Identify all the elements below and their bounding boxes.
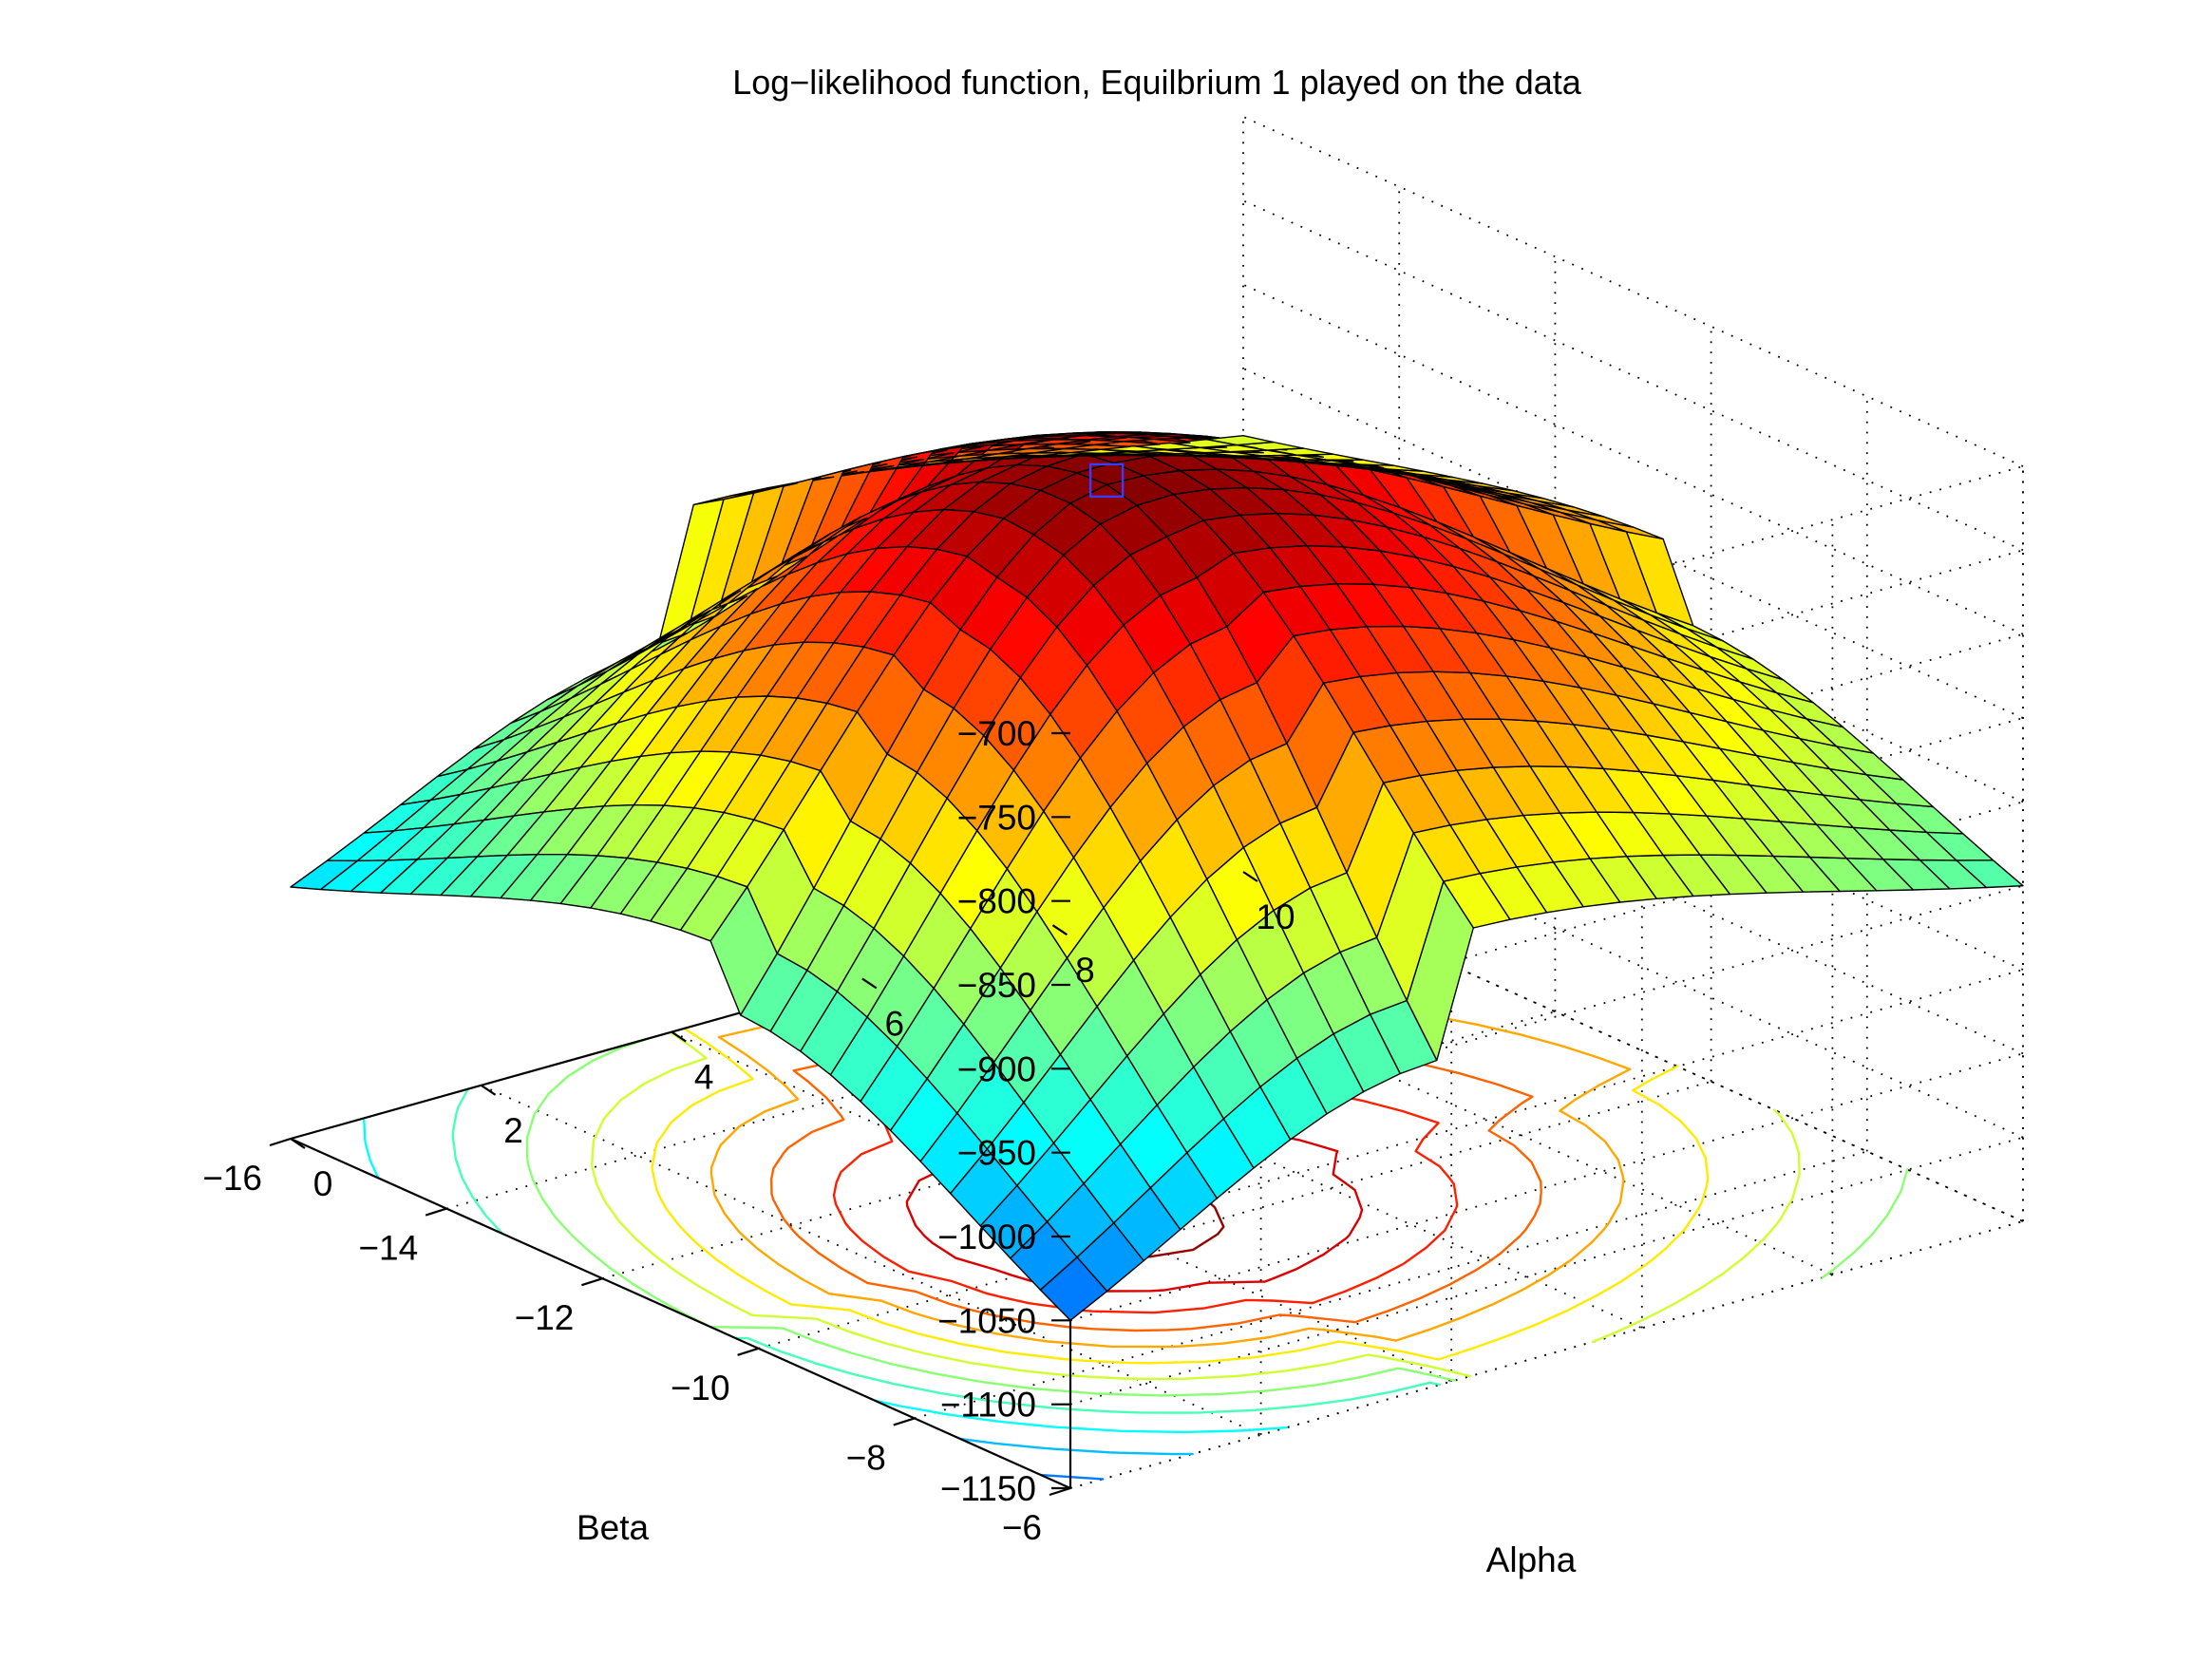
- y-tick-mark: [1049, 1486, 1071, 1497]
- z-tick-label: −1000: [937, 1218, 1036, 1256]
- contour-line: [770, 1032, 1542, 1332]
- chart-title: Log−likelihood function, Equilbrium 1 pl…: [732, 63, 1582, 102]
- x-tick-mark: [480, 1084, 497, 1096]
- y-tick-mark: [269, 1137, 292, 1147]
- contour-line: [525, 1037, 1909, 1397]
- y-tick-label: −16: [202, 1159, 262, 1198]
- contour-line: [591, 1030, 1801, 1381]
- contour-layer: [363, 939, 1909, 1481]
- z-tick-label: −700: [957, 714, 1036, 753]
- y-tick-label: −6: [1002, 1508, 1042, 1547]
- z-tick-label: −900: [957, 1049, 1036, 1088]
- y-tick-label: −12: [515, 1298, 575, 1337]
- x-tick-label: 4: [694, 1058, 714, 1097]
- contour-line: [1039, 1473, 1105, 1481]
- y-tick-mark: [737, 1347, 759, 1356]
- x-tick-label: 0: [313, 1164, 333, 1203]
- peak-marker: [1088, 463, 1125, 499]
- y-axis-label: Beta: [577, 1508, 650, 1547]
- y-tick-mark: [425, 1207, 447, 1217]
- y-tick-label: −8: [846, 1438, 886, 1477]
- x-tick-label: 8: [1075, 951, 1095, 990]
- z-tick-label: −800: [957, 882, 1036, 921]
- z-tick-label: −1100: [940, 1386, 1036, 1425]
- surface-facet: [290, 859, 358, 891]
- floor-gridline-beta: [445, 940, 1400, 1210]
- side-wall-gridline-z: [1242, 116, 2024, 467]
- y-tick-label: −10: [671, 1369, 730, 1407]
- floor-gridline-beta: [1069, 1220, 2024, 1489]
- x-tick-label: 10: [1256, 897, 1295, 936]
- z-tick-label: −1150: [940, 1469, 1036, 1508]
- back-wall-gridline-z: [1069, 969, 2024, 1237]
- y-tick-label: −14: [358, 1229, 418, 1268]
- z-tick-label: −1050: [937, 1301, 1036, 1340]
- y-tick-mark: [581, 1277, 603, 1287]
- floor-gridline-beta: [758, 1080, 1711, 1350]
- x-tick-mark: [290, 1138, 306, 1149]
- marker-layer: [1088, 463, 1125, 499]
- x-tick-mark: [671, 1030, 687, 1043]
- back-wall-gridline-z: [1069, 1220, 2024, 1489]
- x-tick-mark: [861, 977, 878, 990]
- z-tick-label: −750: [957, 798, 1036, 837]
- tick-layer: 0 2 4 6 8 10 −6 −8 −10 −12 −14 −16 −700 −750 −800 −850 −…: [202, 714, 1295, 1547]
- contour-line: [958, 1437, 1194, 1456]
- floor-gridline-beta: [602, 1010, 1556, 1280]
- floor-gridline-beta: [914, 1150, 1868, 1420]
- x-axis-label: Alpha: [1486, 1540, 1577, 1579]
- z-tick-label: −850: [957, 966, 1036, 1005]
- x-tick-label: 2: [503, 1111, 523, 1150]
- x-tick-mark: [1051, 924, 1068, 936]
- y-axis-line: [290, 1137, 1071, 1490]
- x-tick-label: 6: [885, 1004, 905, 1043]
- surface-layer: [290, 431, 2024, 1322]
- x-tick-mark: [1242, 871, 1258, 882]
- back-wall-gridline-z: [1069, 1052, 2024, 1322]
- contour-line: [832, 1074, 1459, 1314]
- y-tick-mark: [893, 1417, 916, 1426]
- z-tick-label: −950: [957, 1134, 1036, 1173]
